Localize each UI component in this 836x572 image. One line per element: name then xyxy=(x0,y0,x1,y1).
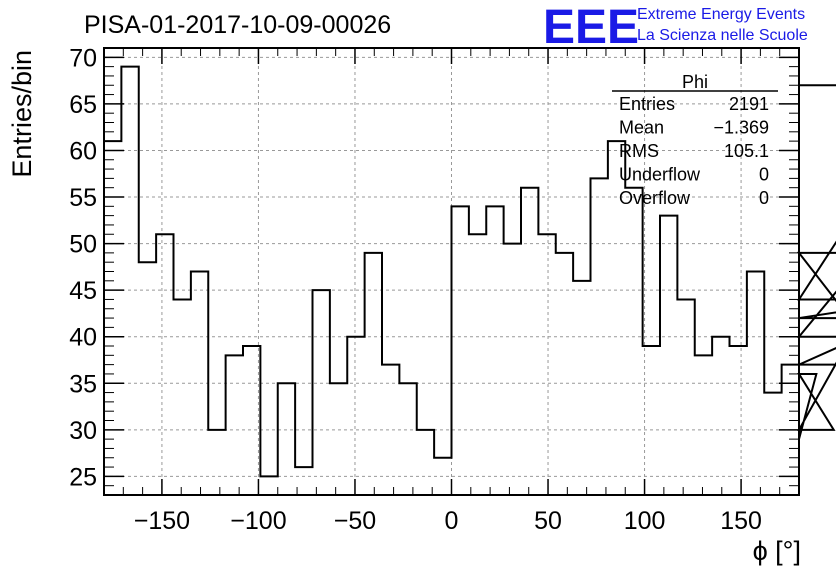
y-tick-labels: 25 30 35 40 45 50 55 60 65 70 xyxy=(69,44,97,491)
stats-box: Phi Entries 2191 Mean −1.369 RMS 105.1 Underfl… xyxy=(612,72,778,208)
x-tick-label: −50 xyxy=(334,507,376,535)
axis-ticks xyxy=(104,48,799,495)
y-tick-label: 35 xyxy=(69,370,97,398)
stats-row-label: Underflow xyxy=(619,165,701,185)
x-axis-label: ϕ [°] xyxy=(753,536,801,566)
x-tick-label: 100 xyxy=(624,507,666,535)
x-tick-label: −100 xyxy=(230,507,286,535)
y-tick-label: 45 xyxy=(69,277,97,305)
y-tick-label: 65 xyxy=(69,91,97,119)
eee-logo: EEE Extreme Energy Events La Scienza nel… xyxy=(543,1,808,54)
y-tick-label: 50 xyxy=(69,231,97,259)
y-tick-label: 25 xyxy=(69,463,97,491)
x-tick-label: 50 xyxy=(534,507,562,535)
stats-title: Phi xyxy=(682,72,708,92)
stats-row-label: Entries xyxy=(619,94,675,114)
y-tick-label: 30 xyxy=(69,417,97,445)
stats-row-value: 0 xyxy=(759,165,769,185)
stats-row-value: 105.1 xyxy=(724,141,769,161)
grid-lines xyxy=(104,48,799,495)
chart-title: PISA-01-2017-10-09-00026 xyxy=(84,11,391,39)
y-axis-label: Entries/bin xyxy=(7,50,37,178)
y-tick-label: 60 xyxy=(69,137,97,165)
y-tick-label: 70 xyxy=(69,44,97,72)
x-tick-label: 150 xyxy=(720,507,762,535)
y-tick-label: 55 xyxy=(69,184,97,212)
stats-row-label: Overflow xyxy=(619,188,691,208)
eee-logo-mark: EEE xyxy=(543,1,639,54)
logo-line-1: Extreme Energy Events xyxy=(637,6,805,23)
x-tick-label: −150 xyxy=(134,507,190,535)
stats-row-value: −1.369 xyxy=(713,118,769,138)
logo-line-2: La Scienza nelle Scuole xyxy=(637,27,808,44)
x-tick-label: 0 xyxy=(445,507,459,535)
x-tick-labels: −150 −100 −50 0 50 100 150 xyxy=(134,507,762,535)
stats-row-label: Mean xyxy=(619,118,664,138)
y-tick-label: 40 xyxy=(69,324,97,352)
stats-row-value: 0 xyxy=(759,188,769,208)
stats-row-value: 2191 xyxy=(729,94,769,114)
stats-row-label: RMS xyxy=(619,141,659,161)
